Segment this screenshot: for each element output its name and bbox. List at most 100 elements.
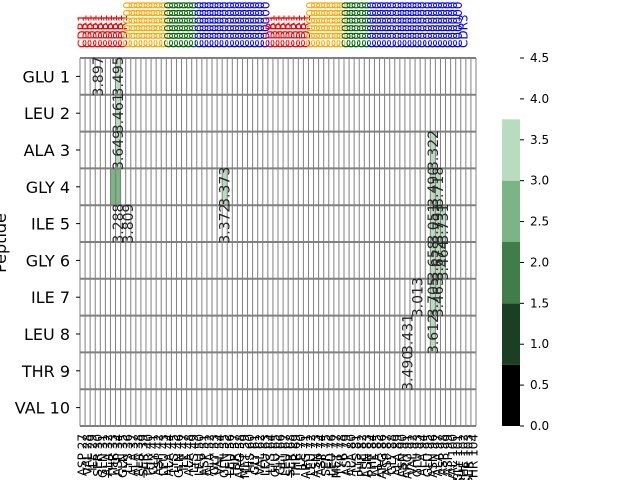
column-label-bottom: VAL 92	[406, 434, 420, 475]
cell-value-label: 3.463	[431, 277, 447, 317]
column-label-top: C00000	[324, 1, 338, 48]
column-label-bottom: PHE 84	[365, 434, 379, 477]
heatmap-cell	[115, 94, 121, 132]
column-label-top: C00000	[182, 1, 196, 48]
column-label-top: C00000	[152, 1, 166, 48]
column-label-bottom: THR 57	[228, 434, 242, 479]
column-label-top: C00000	[309, 1, 323, 48]
column-label-top: C00000	[228, 1, 242, 48]
colorbar-tick-label: 1.5	[530, 296, 549, 310]
column-label-top: C00000	[172, 1, 186, 48]
column-label-bottom: ALA 52	[202, 434, 216, 476]
colorbar-tick-label: 1.0	[530, 337, 549, 351]
heatmap-cell	[435, 278, 441, 316]
column-label-top: C00000	[136, 1, 150, 48]
column-label-top: C00000	[340, 1, 354, 48]
cell-value-label: 3.718	[431, 167, 447, 207]
column-label-top: C00000	[365, 1, 379, 48]
colorbar-band	[502, 180, 520, 242]
column-label-top: C00000	[121, 1, 135, 48]
column-label-bottom: VAL 28	[81, 434, 95, 475]
column-label-top: CDR1	[81, 14, 95, 48]
column-label-bottom: SER 68	[284, 434, 298, 477]
column-label-bottom: GLN 31	[96, 434, 110, 478]
column-label-bottom: THR 33	[106, 434, 120, 479]
column-label-top: C00000	[334, 1, 348, 48]
column-label-top: C00000	[400, 1, 414, 48]
heatmap-cell	[435, 242, 441, 279]
column-label-top: C00000	[406, 1, 420, 48]
column-label-top: CDR1	[86, 14, 100, 48]
column-label-top: C00000	[167, 1, 181, 48]
heatmap-cells	[95, 58, 446, 390]
heatmap-cell	[430, 278, 436, 316]
row-labels: GLU 1 LEU 2 ALA 3 GLY 4 ILE 5 GLY 6 ILE 7 LEU 8…	[15, 67, 80, 418]
heatmap-cell	[115, 131, 121, 169]
column-label-bottom: LEU 63	[258, 434, 272, 476]
heatmap-cell	[430, 168, 436, 206]
column-label-top: CDR1	[91, 14, 105, 48]
column-label-bottom: ALA 32	[101, 434, 115, 476]
column-label-top: C00000	[441, 1, 455, 48]
cell-value-label: 3.464	[436, 240, 452, 280]
row-label: LEU 8	[24, 325, 70, 344]
column-label-bottom: LEU 72	[304, 434, 318, 476]
heatmap-cell	[222, 168, 228, 206]
column-label-top: C00000	[329, 1, 343, 48]
column-label-bottom: ALA 85	[370, 434, 384, 476]
row-label: THR 9	[21, 362, 70, 381]
heatmap-cell	[430, 205, 436, 242]
column-label-top: C00000	[319, 1, 333, 48]
column-label-bottom: ASP 99	[441, 434, 455, 476]
column-label-bottom: GLU 65	[268, 434, 282, 477]
cell-value-label: 3.322	[426, 130, 442, 170]
column-label-bottom: PHE 102	[456, 434, 470, 480]
column-label-bottom: ALA 37	[126, 434, 140, 476]
column-label-top: C00000	[314, 1, 328, 48]
column-label-bottom: GLU 95	[421, 434, 435, 477]
colorbar-tick-label: 2.0	[530, 255, 549, 269]
column-label-top: C00000	[355, 1, 369, 48]
column-label-bottom: LYS 36	[121, 434, 135, 473]
column-label-top: C00000	[350, 1, 364, 48]
column-label-bottom: LYS 45	[167, 434, 181, 473]
heatmap-cell	[125, 205, 131, 242]
column-label-bottom: ASP 42	[152, 434, 166, 476]
colorbar-tick-label: 2.5	[530, 215, 549, 229]
column-label-bottom: ALA 89	[390, 434, 404, 476]
column-label-bottom: PHE 82	[355, 434, 369, 477]
column-label-top: C00000	[421, 1, 435, 48]
column-label-bottom: ARG 91	[400, 434, 414, 479]
column-label-bottom: LEU 67	[279, 434, 293, 476]
column-label-top: C00000	[197, 1, 211, 48]
colorbar-tick-label: 4.0	[530, 92, 549, 106]
heatmap-cell	[115, 58, 121, 95]
colorbar-band	[502, 303, 520, 365]
column-label-top: C00000	[213, 1, 227, 48]
column-label-bottom: ASN 96	[426, 434, 440, 478]
column-label-top: C00000	[385, 1, 399, 48]
row-label: LEU 2	[24, 104, 70, 123]
column-label-top: CDR1	[284, 14, 298, 48]
column-label-bottom: VAL 62	[253, 434, 267, 475]
column-label-top: C00000	[142, 1, 156, 48]
heatmap-cell	[430, 242, 436, 279]
column-label-bottom: GLY 66	[274, 434, 288, 475]
heatmap-grid	[79, 57, 477, 427]
column-label-top: CDR1	[279, 14, 293, 48]
heatmap-cell	[222, 205, 228, 242]
column-label-bottom: ALA 48	[182, 434, 196, 476]
cell-value-label: 3.051	[426, 204, 442, 244]
column-label-bottom: ALA 80	[345, 434, 359, 476]
column-label-top: C00000	[238, 1, 252, 48]
column-label-bottom: ASN 73	[309, 434, 323, 478]
column-label-bottom: THR 104	[466, 434, 480, 480]
column-label-top: C00000	[253, 1, 267, 48]
column-label-bottom: ALA 38	[131, 434, 145, 476]
column-label-top: C00000	[177, 1, 191, 48]
column-label-bottom: LEU 76	[324, 434, 338, 476]
heatmap-cell	[435, 168, 441, 206]
column-label-top: CDR1	[116, 14, 130, 48]
